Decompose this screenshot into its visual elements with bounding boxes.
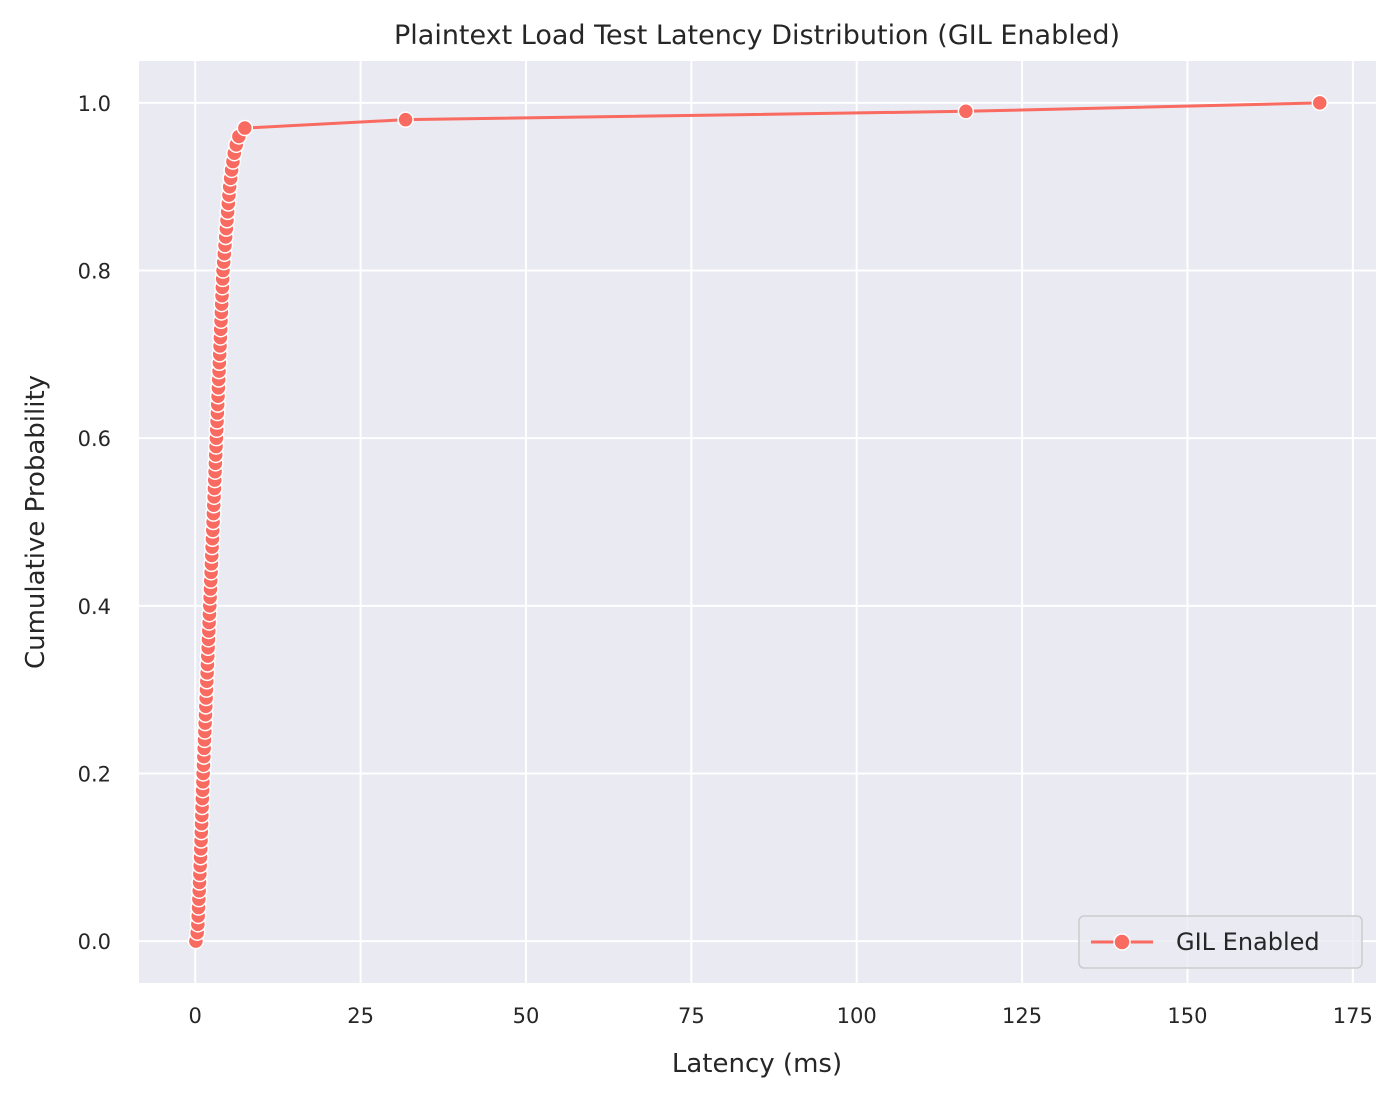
- y-tick-label: 0.6: [78, 427, 111, 451]
- series-layer: [187, 94, 1329, 950]
- data-point: [957, 103, 975, 120]
- y-axis-label: Cumulative Probability: [21, 375, 51, 669]
- data-point: [1311, 94, 1329, 112]
- x-tick-label: 0: [189, 1004, 202, 1028]
- tick-labels: 0 25 50 75 100 125 150 175 0.0 0.2 0.4 0.6 0.8 1.0: [78, 92, 1373, 1028]
- legend-label: GIL Enabled: [1176, 928, 1320, 956]
- plot-background: [139, 61, 1376, 983]
- x-tick-label: 25: [347, 1004, 374, 1028]
- x-tick-label: 100: [837, 1004, 877, 1028]
- data-point: [236, 119, 254, 137]
- x-tick-label: 75: [678, 1004, 705, 1028]
- x-tick-label: 125: [1002, 1004, 1042, 1028]
- y-tick-label: 0.4: [78, 595, 111, 619]
- y-tick-label: 1.0: [78, 92, 111, 116]
- data-point: [397, 111, 414, 128]
- y-tick-label: 0.0: [78, 930, 111, 954]
- legend-box: [1078, 915, 1363, 969]
- y-tick-label: 0.8: [78, 260, 111, 284]
- x-tick-label: 150: [1167, 1004, 1207, 1028]
- x-axis-label: Latency (ms): [672, 1049, 842, 1079]
- y-tick-label: 0.2: [78, 762, 111, 786]
- grid-lines: [139, 61, 1376, 983]
- x-tick-label: 50: [513, 1004, 540, 1028]
- legend-marker-icon: [1113, 933, 1131, 951]
- chart-title: Plaintext Load Test Latency Distribution…: [394, 20, 1120, 51]
- legend: GIL Enabled: [1078, 915, 1363, 969]
- x-tick-label: 175: [1333, 1004, 1373, 1028]
